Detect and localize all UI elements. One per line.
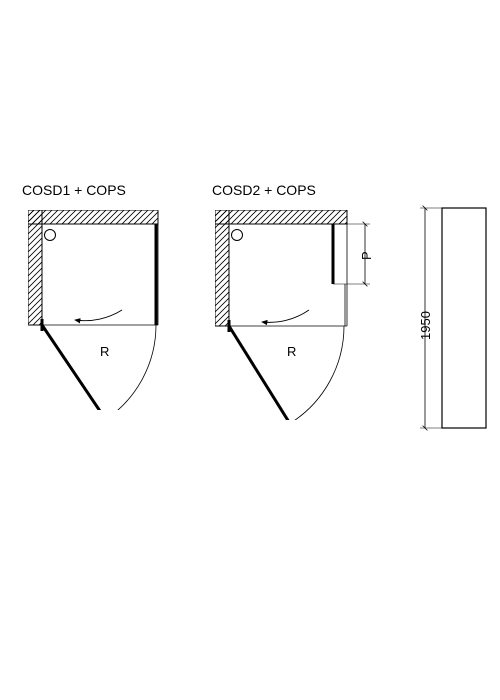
diagram-right: P R — [215, 210, 405, 420]
height-label: 1950 — [418, 311, 433, 340]
handle-circle — [232, 230, 243, 241]
glass-panel — [442, 208, 486, 428]
diagram-left: R — [28, 210, 198, 410]
radius-label-right: R — [287, 344, 296, 359]
title-left: COSD1 + COPS — [22, 182, 126, 198]
p-label: P — [359, 251, 374, 260]
handle-circle — [45, 230, 56, 241]
title-right: COSD2 + COPS — [212, 182, 316, 198]
radius-label-left: R — [100, 344, 109, 359]
drawing-canvas: COSD1 + COPS COSD2 + COPS — [0, 0, 500, 700]
